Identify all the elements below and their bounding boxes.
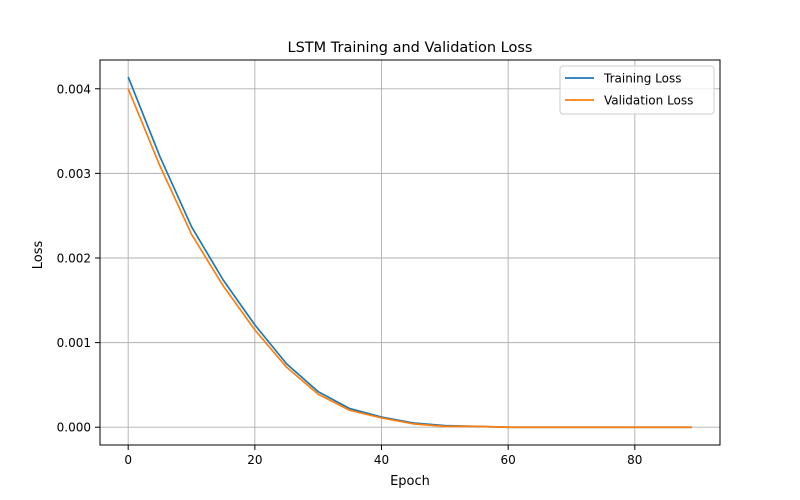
tick-layer: 0 20 40 60 80 0.000 0.001 0.002 0.003 0.004 (57, 82, 643, 467)
y-tick-label-3: 0.003 (57, 167, 91, 181)
y-tick-label-4: 0.004 (57, 82, 91, 96)
x-tick-label-80: 80 (627, 453, 642, 467)
y-tick-label-2: 0.002 (57, 252, 91, 266)
y-axis-label: Loss (31, 241, 46, 270)
y-tick-label-0: 0.000 (57, 421, 91, 435)
chart-title: LSTM Training and Validation Loss (288, 40, 533, 56)
y-tick-label-1: 0.001 (57, 336, 91, 350)
legend-label-validation-loss: Validation Loss (604, 94, 693, 108)
legend-label-training-loss: Training Loss (603, 72, 681, 86)
axes-layer (99, 59, 721, 446)
x-tick-label-20: 20 (247, 453, 262, 467)
x-axis-label: Epoch (390, 474, 430, 489)
series-line-training-loss (127, 76, 692, 429)
x-tick-label-0: 0 (124, 453, 132, 467)
legend-box (559, 65, 715, 115)
x-tick-label-40: 40 (374, 453, 389, 467)
series-line-validation-loss (127, 88, 692, 429)
grid-layer (100, 60, 720, 445)
plot-frame (99, 59, 721, 446)
series-layer (127, 76, 692, 429)
legend: Training Loss Validation Loss (559, 65, 715, 115)
x-tick-label-60: 60 (501, 453, 516, 467)
